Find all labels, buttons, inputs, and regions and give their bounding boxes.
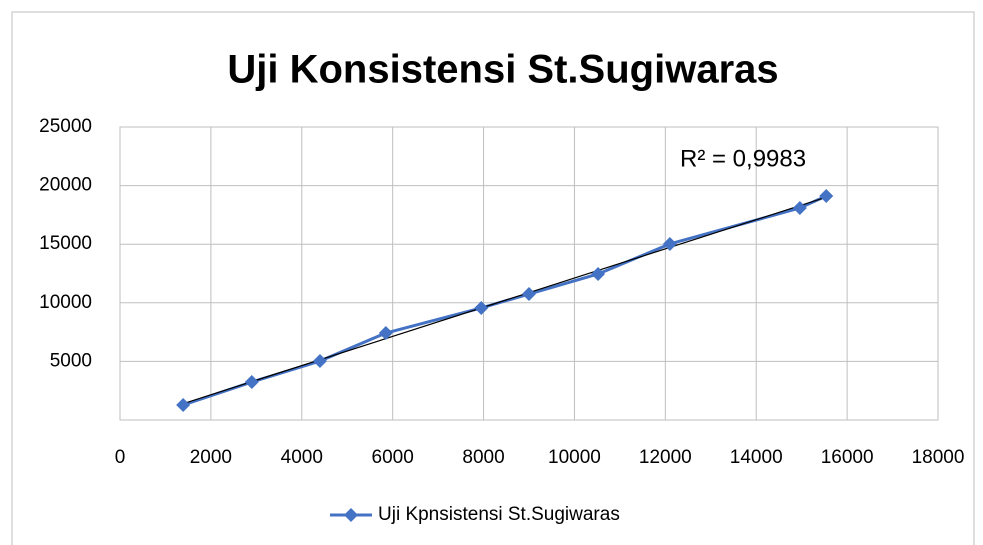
- x-tick-label: 6000: [372, 447, 414, 468]
- x-tick-label: 2000: [190, 447, 232, 468]
- data-point: [662, 236, 677, 251]
- x-tick-label: 18000: [912, 447, 965, 468]
- data-point: [312, 354, 327, 369]
- data-point: [244, 375, 259, 390]
- x-tick-label: 14000: [730, 447, 783, 468]
- data-point: [522, 287, 536, 302]
- y-tick-label: 15000: [39, 233, 92, 254]
- x-tick-label: 12000: [639, 447, 692, 468]
- y-tick-label: 20000: [39, 175, 92, 196]
- x-tick-label: 4000: [281, 447, 323, 468]
- chart-border: [11, 11, 975, 545]
- data-point: [819, 189, 834, 204]
- y-tick-label: 25000: [39, 116, 92, 137]
- data-point: [474, 300, 489, 315]
- x-tick-label: 0: [115, 447, 126, 468]
- data-point: [176, 397, 191, 412]
- data-point: [378, 326, 393, 341]
- annotation: R² = 0,9983: [680, 145, 806, 172]
- y-tick-label: 10000: [39, 292, 92, 313]
- x-tick-label: 8000: [462, 447, 504, 468]
- data-point: [591, 266, 606, 281]
- legend-marker: [344, 508, 358, 522]
- trendline: [182, 196, 827, 405]
- chart-title: Uji Konsistensi St.Sugiwaras: [227, 48, 778, 92]
- y-tick-label: 5000: [50, 350, 92, 371]
- x-tick-label: 16000: [821, 447, 874, 468]
- x-tick-label: 10000: [548, 447, 601, 468]
- data-point: [792, 200, 807, 215]
- legend-label: Uji Kpnsistensi St.Sugiwaras: [378, 504, 620, 525]
